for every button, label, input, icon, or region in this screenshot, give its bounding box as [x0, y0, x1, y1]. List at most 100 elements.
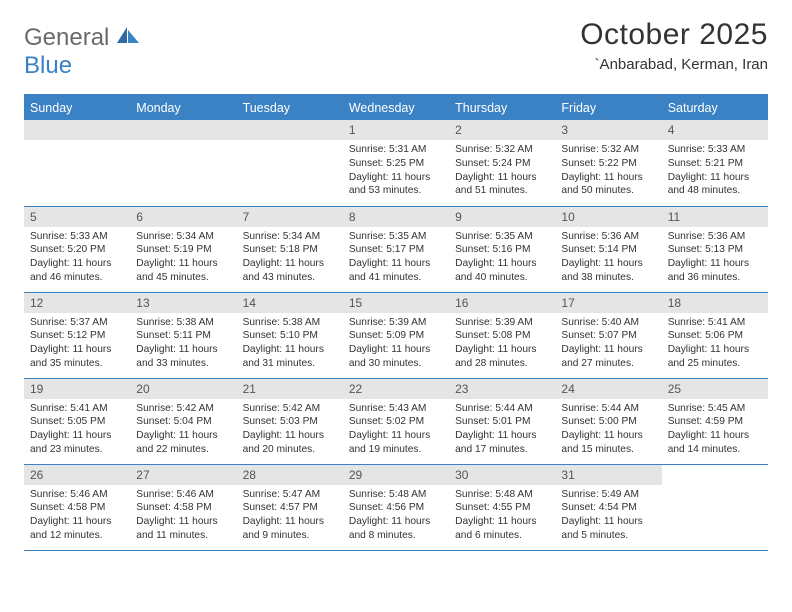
day-number: 27 — [130, 465, 236, 485]
day-number: 12 — [24, 293, 130, 313]
calendar-row: 5Sunrise: 5:33 AMSunset: 5:20 PMDaylight… — [24, 206, 768, 292]
logo: General Blue — [24, 24, 139, 80]
day-detail: Sunrise: 5:47 AMSunset: 4:57 PMDaylight:… — [237, 485, 343, 547]
calendar-cell: 8Sunrise: 5:35 AMSunset: 5:17 PMDaylight… — [343, 206, 449, 292]
day-number: 5 — [24, 207, 130, 227]
calendar-cell: 20Sunrise: 5:42 AMSunset: 5:04 PMDayligh… — [130, 378, 236, 464]
day-detail: Sunrise: 5:33 AMSunset: 5:20 PMDaylight:… — [24, 227, 130, 289]
calendar-cell: 25Sunrise: 5:45 AMSunset: 4:59 PMDayligh… — [662, 378, 768, 464]
header: General Blue October 2025 `Anbarabad, Ke… — [24, 18, 768, 80]
day-number: 7 — [237, 207, 343, 227]
calendar-cell: 22Sunrise: 5:43 AMSunset: 5:02 PMDayligh… — [343, 378, 449, 464]
calendar-cell: 5Sunrise: 5:33 AMSunset: 5:20 PMDaylight… — [24, 206, 130, 292]
day-number: 31 — [555, 465, 661, 485]
calendar-cell: 6Sunrise: 5:34 AMSunset: 5:19 PMDaylight… — [130, 206, 236, 292]
day-detail: Sunrise: 5:33 AMSunset: 5:21 PMDaylight:… — [662, 140, 768, 202]
day-detail: Sunrise: 5:41 AMSunset: 5:05 PMDaylight:… — [24, 399, 130, 461]
weekday-header-row: Sunday Monday Tuesday Wednesday Thursday… — [24, 95, 768, 120]
day-detail: Sunrise: 5:42 AMSunset: 5:03 PMDaylight:… — [237, 399, 343, 461]
weekday-header: Wednesday — [343, 95, 449, 120]
day-detail: Sunrise: 5:36 AMSunset: 5:13 PMDaylight:… — [662, 227, 768, 289]
day-detail: Sunrise: 5:35 AMSunset: 5:17 PMDaylight:… — [343, 227, 449, 289]
day-detail: Sunrise: 5:34 AMSunset: 5:18 PMDaylight:… — [237, 227, 343, 289]
day-number: 28 — [237, 465, 343, 485]
calendar-row: 26Sunrise: 5:46 AMSunset: 4:58 PMDayligh… — [24, 464, 768, 550]
weekday-header: Saturday — [662, 95, 768, 120]
day-number: 15 — [343, 293, 449, 313]
empty-day — [24, 120, 130, 140]
day-number: 22 — [343, 379, 449, 399]
day-number: 10 — [555, 207, 661, 227]
day-number: 13 — [130, 293, 236, 313]
day-detail: Sunrise: 5:34 AMSunset: 5:19 PMDaylight:… — [130, 227, 236, 289]
calendar-row: 1Sunrise: 5:31 AMSunset: 5:25 PMDaylight… — [24, 120, 768, 206]
day-detail: Sunrise: 5:45 AMSunset: 4:59 PMDaylight:… — [662, 399, 768, 461]
logo-word-blue: Blue — [24, 52, 72, 79]
calendar-cell — [237, 120, 343, 206]
calendar-cell: 10Sunrise: 5:36 AMSunset: 5:14 PMDayligh… — [555, 206, 661, 292]
day-number: 21 — [237, 379, 343, 399]
day-detail: Sunrise: 5:46 AMSunset: 4:58 PMDaylight:… — [24, 485, 130, 547]
day-number: 17 — [555, 293, 661, 313]
day-number: 18 — [662, 293, 768, 313]
day-number: 1 — [343, 120, 449, 140]
calendar-cell: 16Sunrise: 5:39 AMSunset: 5:08 PMDayligh… — [449, 292, 555, 378]
day-detail: Sunrise: 5:32 AMSunset: 5:22 PMDaylight:… — [555, 140, 661, 202]
day-number: 20 — [130, 379, 236, 399]
day-number: 25 — [662, 379, 768, 399]
day-detail: Sunrise: 5:42 AMSunset: 5:04 PMDaylight:… — [130, 399, 236, 461]
calendar-cell: 31Sunrise: 5:49 AMSunset: 4:54 PMDayligh… — [555, 464, 661, 550]
day-number: 11 — [662, 207, 768, 227]
day-detail: Sunrise: 5:43 AMSunset: 5:02 PMDaylight:… — [343, 399, 449, 461]
calendar-cell — [130, 120, 236, 206]
day-number: 30 — [449, 465, 555, 485]
day-detail: Sunrise: 5:32 AMSunset: 5:24 PMDaylight:… — [449, 140, 555, 202]
day-number: 6 — [130, 207, 236, 227]
calendar-cell: 12Sunrise: 5:37 AMSunset: 5:12 PMDayligh… — [24, 292, 130, 378]
day-detail: Sunrise: 5:36 AMSunset: 5:14 PMDaylight:… — [555, 227, 661, 289]
day-detail: Sunrise: 5:46 AMSunset: 4:58 PMDaylight:… — [130, 485, 236, 547]
day-detail: Sunrise: 5:39 AMSunset: 5:09 PMDaylight:… — [343, 313, 449, 375]
day-detail: Sunrise: 5:38 AMSunset: 5:11 PMDaylight:… — [130, 313, 236, 375]
day-detail: Sunrise: 5:48 AMSunset: 4:56 PMDaylight:… — [343, 485, 449, 547]
calendar-cell — [662, 464, 768, 550]
location: `Anbarabad, Kerman, Iran — [580, 56, 768, 73]
calendar-cell: 27Sunrise: 5:46 AMSunset: 4:58 PMDayligh… — [130, 464, 236, 550]
logo-word-general: General — [24, 24, 109, 51]
calendar-cell: 1Sunrise: 5:31 AMSunset: 5:25 PMDaylight… — [343, 120, 449, 206]
day-detail: Sunrise: 5:31 AMSunset: 5:25 PMDaylight:… — [343, 140, 449, 202]
calendar-cell: 28Sunrise: 5:47 AMSunset: 4:57 PMDayligh… — [237, 464, 343, 550]
sail-icon — [117, 24, 139, 42]
day-number: 16 — [449, 293, 555, 313]
weekday-header: Thursday — [449, 95, 555, 120]
calendar-cell: 15Sunrise: 5:39 AMSunset: 5:09 PMDayligh… — [343, 292, 449, 378]
calendar-cell: 7Sunrise: 5:34 AMSunset: 5:18 PMDaylight… — [237, 206, 343, 292]
calendar-cell: 11Sunrise: 5:36 AMSunset: 5:13 PMDayligh… — [662, 206, 768, 292]
empty-day — [130, 120, 236, 140]
day-detail: Sunrise: 5:44 AMSunset: 5:00 PMDaylight:… — [555, 399, 661, 461]
day-number: 3 — [555, 120, 661, 140]
day-number: 2 — [449, 120, 555, 140]
calendar-cell: 21Sunrise: 5:42 AMSunset: 5:03 PMDayligh… — [237, 378, 343, 464]
logo-text: General Blue — [24, 24, 139, 80]
calendar-cell: 9Sunrise: 5:35 AMSunset: 5:16 PMDaylight… — [449, 206, 555, 292]
weekday-header: Friday — [555, 95, 661, 120]
calendar-table: Sunday Monday Tuesday Wednesday Thursday… — [24, 94, 768, 551]
day-number: 4 — [662, 120, 768, 140]
day-detail: Sunrise: 5:48 AMSunset: 4:55 PMDaylight:… — [449, 485, 555, 547]
calendar-cell: 17Sunrise: 5:40 AMSunset: 5:07 PMDayligh… — [555, 292, 661, 378]
calendar-cell: 4Sunrise: 5:33 AMSunset: 5:21 PMDaylight… — [662, 120, 768, 206]
calendar-cell — [24, 120, 130, 206]
weekday-header: Sunday — [24, 95, 130, 120]
calendar-cell: 18Sunrise: 5:41 AMSunset: 5:06 PMDayligh… — [662, 292, 768, 378]
calendar-cell: 14Sunrise: 5:38 AMSunset: 5:10 PMDayligh… — [237, 292, 343, 378]
weekday-header: Tuesday — [237, 95, 343, 120]
day-number: 29 — [343, 465, 449, 485]
day-number: 9 — [449, 207, 555, 227]
day-number: 23 — [449, 379, 555, 399]
day-detail: Sunrise: 5:49 AMSunset: 4:54 PMDaylight:… — [555, 485, 661, 547]
calendar-row: 19Sunrise: 5:41 AMSunset: 5:05 PMDayligh… — [24, 378, 768, 464]
day-number: 8 — [343, 207, 449, 227]
calendar-cell: 23Sunrise: 5:44 AMSunset: 5:01 PMDayligh… — [449, 378, 555, 464]
calendar-cell: 13Sunrise: 5:38 AMSunset: 5:11 PMDayligh… — [130, 292, 236, 378]
